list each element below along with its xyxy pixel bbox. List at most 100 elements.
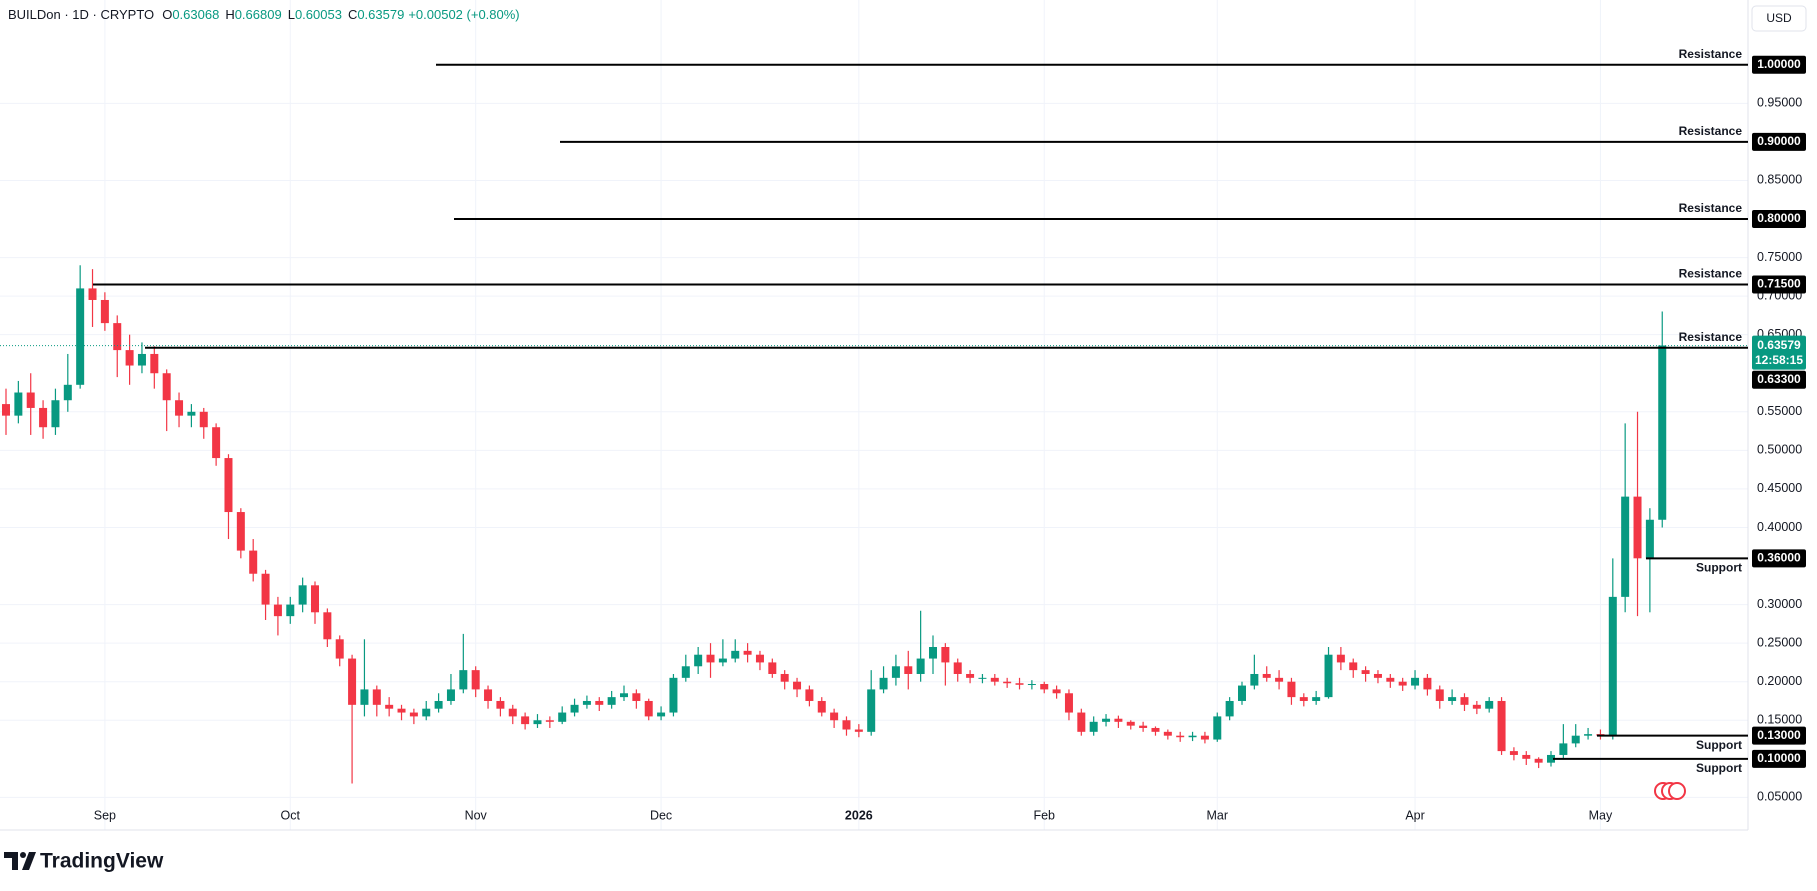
candle-body bbox=[1089, 721, 1098, 732]
candle-body bbox=[199, 411, 208, 428]
candle-body bbox=[1448, 697, 1457, 701]
level-name: Support bbox=[1696, 738, 1742, 752]
candle-body bbox=[1373, 673, 1382, 678]
level-price-label: 0.13000 bbox=[1757, 728, 1801, 742]
ohlc-value: 0.63068 bbox=[172, 7, 219, 22]
y-tick-label: 0.25000 bbox=[1757, 635, 1802, 649]
candle-body bbox=[620, 693, 628, 698]
candle-body bbox=[397, 708, 406, 713]
y-tick-label: 0.85000 bbox=[1757, 173, 1802, 187]
x-tick-label: Dec bbox=[650, 808, 672, 822]
candle-body bbox=[879, 677, 888, 690]
candle-body bbox=[941, 646, 950, 663]
ohlc-key: C bbox=[348, 7, 357, 22]
flag-circle bbox=[1668, 782, 1686, 800]
candle-body bbox=[1485, 700, 1494, 709]
level-price-box bbox=[1752, 210, 1806, 229]
level-price-label: 0.10000 bbox=[1757, 751, 1801, 765]
y-tick-label: 0.95000 bbox=[1757, 96, 1802, 110]
candle-body bbox=[261, 573, 270, 605]
candle-body bbox=[793, 681, 802, 690]
brand-name: TradingView bbox=[40, 850, 164, 873]
change: +0.00502 (+0.80%) bbox=[408, 7, 519, 22]
candle-body bbox=[1336, 654, 1345, 663]
last-price-box bbox=[1752, 335, 1806, 370]
level-price-label: 0.80000 bbox=[1757, 211, 1801, 225]
candle-body bbox=[1040, 684, 1049, 690]
x-tick-label: Oct bbox=[281, 808, 301, 822]
level-price-box bbox=[1752, 549, 1806, 568]
y-tick-label: 0.75000 bbox=[1757, 250, 1802, 264]
candle-body bbox=[372, 689, 381, 705]
y-tick-label: 0.15000 bbox=[1757, 713, 1802, 727]
candle-body bbox=[1386, 677, 1395, 682]
candle-body bbox=[1435, 689, 1444, 701]
logo-mark bbox=[4, 852, 18, 870]
candle-body bbox=[966, 673, 975, 678]
candle-body bbox=[1349, 662, 1358, 671]
level-price-box bbox=[1752, 726, 1806, 745]
candle-body bbox=[471, 670, 480, 690]
candle-body bbox=[891, 666, 900, 678]
candle-body bbox=[854, 729, 863, 732]
symbol: BUILDon · 1D · CRYPTO bbox=[8, 7, 154, 22]
candle-body bbox=[51, 400, 60, 428]
candle-body bbox=[323, 612, 332, 640]
level-price-label: 0.63300 bbox=[1757, 372, 1801, 386]
candle-body bbox=[137, 353, 146, 366]
candle-body bbox=[162, 373, 171, 401]
candle-body bbox=[113, 323, 122, 351]
level-name: Support bbox=[1696, 761, 1742, 775]
y-tick-label: 0.05000 bbox=[1757, 790, 1802, 804]
candle-body bbox=[1200, 735, 1209, 740]
y-tick-label: 0.55000 bbox=[1757, 404, 1802, 418]
candle-body bbox=[644, 700, 653, 717]
candle-body bbox=[1497, 700, 1506, 752]
currency-button[interactable] bbox=[1751, 5, 1807, 32]
candle-body bbox=[694, 654, 703, 667]
level-price-box bbox=[1752, 132, 1806, 151]
level-name: Resistance bbox=[1679, 124, 1743, 138]
candle-body bbox=[681, 666, 690, 678]
x-tick-label: 2026 bbox=[845, 808, 873, 822]
level-price-box bbox=[1752, 749, 1806, 768]
level-price-box bbox=[1752, 275, 1806, 294]
candle-body bbox=[1423, 677, 1432, 690]
candle-body bbox=[1052, 689, 1061, 694]
candle-body bbox=[150, 353, 159, 374]
candle-body bbox=[1151, 727, 1160, 732]
level-price-label: 0.71500 bbox=[1757, 277, 1801, 291]
candle-body bbox=[558, 712, 567, 722]
candle-body bbox=[1299, 697, 1308, 701]
candle-body bbox=[298, 585, 307, 605]
candle-body bbox=[1213, 716, 1222, 740]
candle-body bbox=[1361, 670, 1370, 674]
candle-body bbox=[249, 550, 258, 574]
level-price-label: 0.36000 bbox=[1757, 550, 1801, 564]
candle-body bbox=[459, 670, 468, 690]
candle-body bbox=[1398, 681, 1407, 686]
grid bbox=[0, 0, 1748, 830]
x-tick-label: Nov bbox=[465, 808, 488, 822]
candle-body bbox=[990, 677, 999, 682]
ohlc-value: 0.63579 bbox=[357, 7, 404, 22]
candle-body bbox=[273, 604, 282, 617]
candle-body bbox=[63, 384, 72, 401]
plot-area bbox=[0, 265, 1748, 784]
candle-body bbox=[595, 700, 604, 705]
candle-body bbox=[1139, 725, 1148, 728]
ohlc-key: L bbox=[288, 7, 295, 22]
currency-label[interactable]: USD bbox=[1766, 11, 1792, 25]
candle-body bbox=[657, 712, 666, 717]
candle-body bbox=[1411, 677, 1420, 686]
x-tick-label: Sep bbox=[94, 808, 116, 822]
candle-body bbox=[755, 654, 764, 663]
candle-body bbox=[311, 585, 319, 613]
candle-body bbox=[1275, 677, 1284, 682]
candle-body bbox=[805, 689, 814, 701]
brand-logo: TradingView bbox=[4, 850, 164, 873]
candle-body bbox=[1262, 673, 1271, 678]
candle-body bbox=[360, 689, 369, 705]
candle-body bbox=[125, 350, 134, 366]
candle-body bbox=[731, 650, 740, 659]
